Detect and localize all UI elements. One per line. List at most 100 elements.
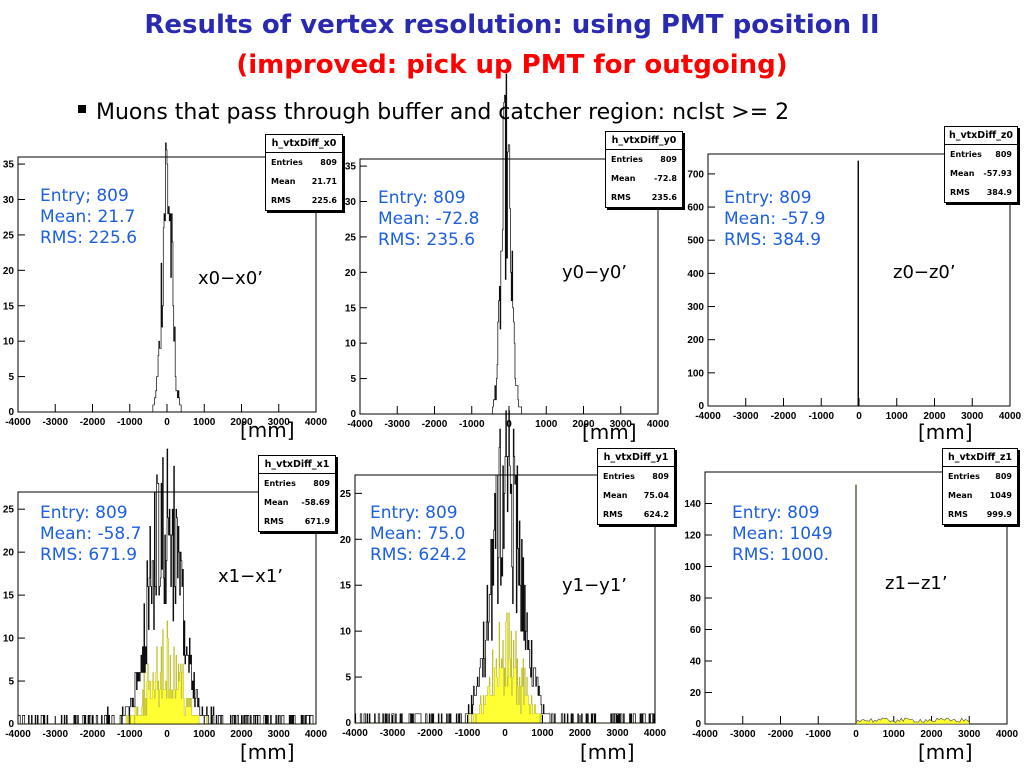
stats-key: RMS: [271, 196, 291, 205]
y-tick-label: 500: [687, 236, 704, 247]
stats-row: Entries 809: [606, 150, 682, 169]
x-tick-label: -1000: [117, 729, 143, 740]
stats-key: Mean: [948, 491, 973, 500]
stats-value: 225.6: [311, 196, 337, 205]
stats-annotation: Entry: 809 Mean: 1049 RMS: 1000.: [732, 503, 833, 566]
histogram-panel-h_vtxDiff_y0: 5 10 15 20 25 30 35 0 -4000 -3000 -2000 -1000 0 1000 2…: [345, 73, 670, 430]
x-tick-label: 4000: [305, 417, 328, 428]
histogram-outline: [354, 410, 655, 724]
stats-annotation: Entry: 809 Mean: 75.0 RMS: 624.2: [370, 503, 467, 566]
y-tick-label: 15: [345, 303, 357, 314]
stats-box: h_vtxDiff_z0 Entries 809 Mean -57.93 RMS 384.9: [944, 126, 1018, 203]
stats-value: 809: [320, 158, 337, 167]
y-tick-label: 600: [687, 203, 704, 214]
y-tick-label: 20: [345, 268, 357, 279]
stats-value: 809: [652, 472, 669, 481]
annotation-line: Mean: -58.7: [40, 524, 142, 544]
histogram-outline: [17, 448, 316, 725]
annotation-line: RMS: 671.9: [40, 545, 138, 565]
histogram-panel-h_vtxDiff_z0: 100 200 300 400 500 600 700 0 -4000 -3000 -2000 -10…: [687, 153, 1022, 422]
y-tick-label: 60: [690, 625, 702, 636]
y-tick-label: 20: [3, 266, 15, 277]
annotation-line: Entry: 809: [370, 503, 458, 523]
y-tick-label: 25: [3, 505, 15, 516]
annotation-line: RMS: 235.6: [378, 230, 476, 250]
stats-box-title: h_vtxDiff_x1: [259, 456, 335, 474]
stats-row: Entries 809: [945, 145, 1017, 164]
stats-key: Entries: [271, 158, 303, 167]
histogram-panel-h_vtxDiff_z1: 20 40 60 80 100 120 140 0 -4000 -3000 -2000 -1000 0 1…: [684, 471, 1019, 740]
difference-label: z0−z0’: [893, 262, 956, 283]
stats-value: 384.9: [986, 188, 1012, 197]
x-tick-label: 0: [164, 417, 170, 428]
x-tick-label: -2000: [768, 729, 794, 740]
y-tick-label: 25: [340, 489, 352, 500]
histogram-noise: [855, 717, 970, 725]
x-tick-label: -4000: [695, 411, 721, 422]
x-tick-label: -1000: [455, 728, 481, 739]
stats-value: 809: [660, 155, 677, 164]
y-tick-label: 15: [3, 591, 15, 602]
y-tick-label: 0: [695, 719, 701, 730]
y-tick-label: 5: [8, 677, 14, 688]
stats-key: Entries: [264, 479, 296, 488]
x-tick-label: -3000: [42, 417, 68, 428]
stats-annotation: Entry; 809 Mean: 21.7 RMS: 225.6: [40, 186, 137, 249]
stats-row: RMS 999.9: [943, 505, 1017, 524]
x-tick-label: 0: [853, 729, 859, 740]
x-tick-label: -4000: [342, 728, 368, 739]
y-tick-label: 30: [345, 197, 357, 208]
stats-value: 999.9: [986, 510, 1012, 519]
x-tick-label: 3000: [268, 729, 291, 740]
x-tick-label: -2000: [80, 729, 106, 740]
x-tick-label: -4000: [5, 729, 31, 740]
stats-value: -58.69: [301, 498, 330, 507]
x-tick-label: 0: [502, 728, 508, 739]
stats-row: Mean 1049: [943, 486, 1017, 505]
annotation-line: Entry; 809: [40, 186, 129, 206]
stats-key: Entries: [603, 472, 635, 481]
annotation-line: Entry: 809: [40, 503, 128, 523]
y-tick-label: 25: [3, 230, 15, 241]
x-unit-label: [mm]: [918, 740, 973, 764]
y-tick-label: 400: [687, 269, 704, 280]
y-tick-label: 0: [345, 718, 351, 729]
x-tick-label: -4000: [5, 417, 31, 428]
stats-row: RMS 624.2: [598, 505, 674, 524]
y-tick-label: 10: [345, 339, 357, 350]
stats-key: RMS: [950, 188, 970, 197]
histogram-fill-subset: [355, 612, 655, 724]
x-tick-label: 1000: [883, 729, 906, 740]
histogram-panel-h_vtxDiff_x0: 5 10 15 20 25 30 35 0 -4000 -3000 -2000 -1000 0 1000 2…: [3, 142, 328, 428]
x-tick-label: 0: [164, 729, 170, 740]
difference-label: x0−x0’: [198, 268, 264, 289]
histogram-panel-h_vtxDiff_y1: 5 10 15 20 25 0 -4000 -3000 -2000 -1000 0 1000 2000 3…: [340, 410, 667, 739]
stats-row: Entries 809: [598, 467, 674, 486]
x-tick-label: -1000: [805, 729, 831, 740]
y-tick-label: 10: [3, 337, 15, 348]
y-tick-label: 5: [345, 673, 351, 684]
x-tick-label: 1000: [193, 729, 216, 740]
x-tick-label: 1000: [535, 419, 558, 430]
annotation-line: Mean: -72.8: [378, 209, 480, 229]
x-tick-label: 4000: [644, 728, 667, 739]
annotation-line: Mean: 75.0: [370, 524, 466, 544]
stats-annotation: Entry: 809 Mean: -58.7 RMS: 671.9: [40, 503, 141, 566]
bullet-square-icon: [78, 105, 86, 113]
y-tick-label: 40: [690, 657, 702, 668]
stats-row: Mean -57.93: [945, 164, 1017, 183]
stats-box: h_vtxDiff_x0 Entries 809 Mean 21.71 RMS 225.6: [265, 134, 343, 211]
annotation-line: RMS: 624.2: [370, 545, 468, 565]
x-tick-label: 2000: [923, 411, 946, 422]
y-tick-label: 700: [687, 169, 704, 180]
stats-row: RMS 225.6: [266, 191, 342, 210]
y-tick-label: 140: [684, 499, 701, 510]
histogram-outline: [18, 142, 316, 413]
y-tick-label: 15: [340, 581, 352, 592]
x-tick-label: 1000: [193, 417, 216, 428]
y-tick-label: 100: [684, 562, 701, 573]
